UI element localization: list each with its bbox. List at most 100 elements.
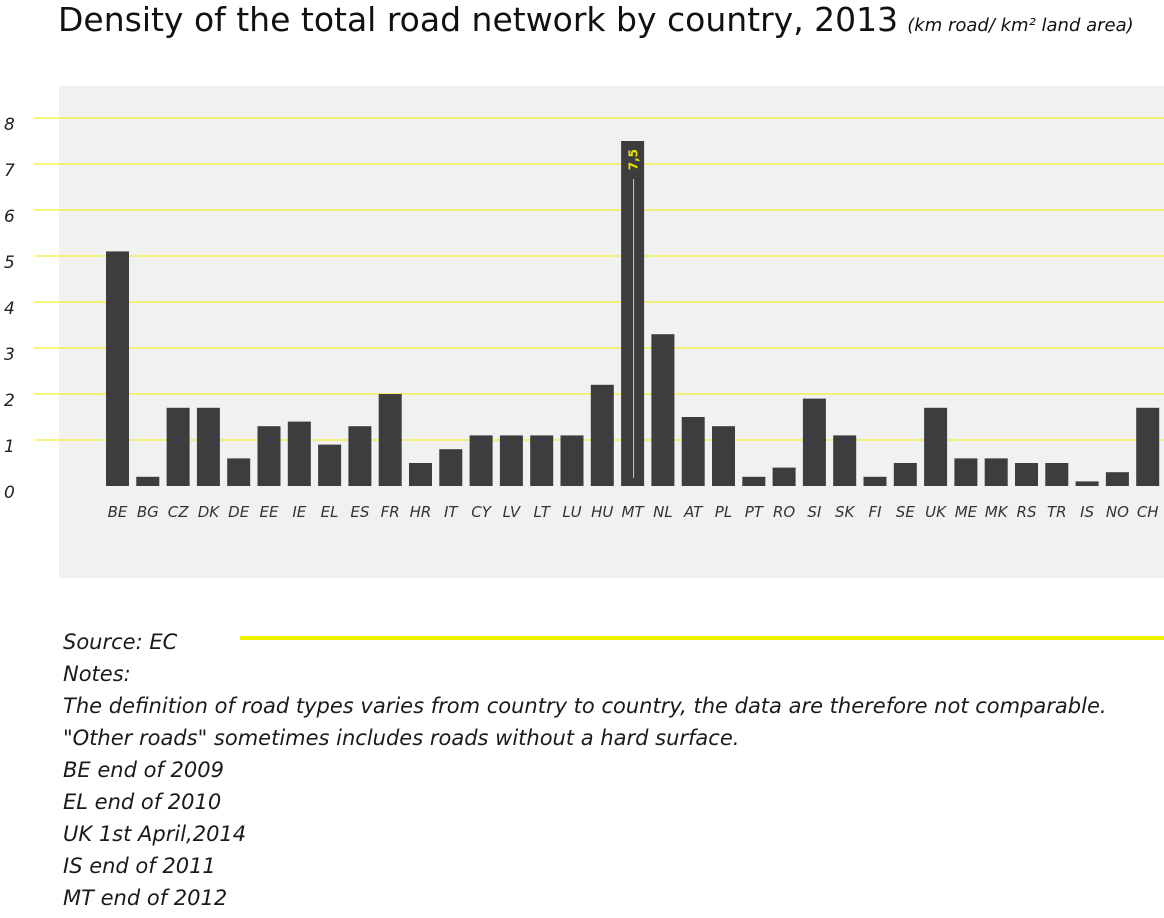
bar: [106, 251, 129, 486]
x-tick-label: SE: [896, 503, 916, 521]
x-tick-label: CH: [1137, 503, 1159, 521]
bar: [984, 458, 1008, 486]
y-tick-label: 8: [4, 115, 15, 135]
bar: [954, 458, 978, 486]
notes-heading: Notes:: [63, 662, 131, 686]
bar: [166, 407, 190, 486]
notes-block: Source: EC Notes: The definition of road…: [63, 626, 1107, 914]
bar: [893, 463, 917, 486]
y-tick-label: 0: [4, 483, 15, 503]
bar: [136, 476, 160, 486]
x-tick-label: LT: [533, 503, 551, 521]
source-text: Source: EC: [63, 630, 178, 654]
bars: [106, 141, 1160, 486]
x-tick-label: NL: [653, 503, 673, 521]
bar: [318, 444, 342, 486]
bar: [1075, 481, 1099, 486]
x-tick-label: ES: [350, 503, 369, 521]
x-tick-label: UK: [925, 503, 947, 521]
x-tick-label: CY: [471, 503, 492, 521]
note-line: BE end of 2009: [63, 758, 224, 782]
bar: [1015, 463, 1038, 486]
bar: [621, 141, 645, 486]
x-tick-label: EE: [260, 503, 279, 521]
x-tick-label: ME: [955, 503, 978, 521]
x-tick-label: IE: [292, 503, 306, 521]
bar: [833, 435, 857, 486]
note-line: "Other roads" sometimes includes roads w…: [63, 726, 740, 750]
bar: [712, 426, 735, 486]
note-line: The definition of road types varies from…: [63, 694, 1107, 718]
chart-unit: (km road/ km² land area): [907, 15, 1134, 36]
bar: [1105, 472, 1129, 486]
note-line: EL end of 2010: [63, 790, 222, 814]
grid-lines: [34, 117, 1164, 441]
bar: [196, 407, 220, 486]
bar: [499, 435, 523, 486]
y-tick-label: 3: [4, 345, 15, 365]
bar: [257, 426, 281, 486]
bar: [227, 458, 251, 486]
note-line: IS end of 2011: [63, 854, 216, 878]
x-tick-label: SI: [807, 503, 822, 521]
x-tick-label: LU: [562, 503, 581, 521]
x-tick-label: BE: [108, 503, 128, 521]
bar: [469, 435, 493, 486]
x-tick-label: DE: [228, 503, 250, 521]
bar: [802, 398, 826, 486]
x-tick-label: AT: [683, 503, 704, 521]
bar: [742, 476, 766, 486]
bar: [863, 476, 887, 486]
chart-title-block: Density of the total road network by cou…: [58, 0, 1134, 39]
y-tick-label: 5: [4, 253, 15, 273]
y-tick-label: 4: [4, 299, 15, 319]
bar: [590, 384, 614, 486]
bar: [1045, 463, 1069, 486]
x-tick-label: DK: [198, 503, 221, 521]
note-line: MT end of 2012: [63, 886, 228, 910]
x-tick-label: HU: [591, 503, 613, 521]
chart-title: Density of the total road network by cou…: [58, 0, 899, 39]
bar: [348, 426, 372, 486]
x-tick-label: NO: [1106, 503, 1129, 521]
x-tick-label: TR: [1047, 503, 1067, 521]
bar: [924, 407, 948, 486]
x-tick-label: PT: [745, 503, 765, 521]
x-tick-label: BG: [137, 503, 159, 521]
x-tick-label: RO: [773, 503, 795, 521]
bar: [681, 417, 705, 486]
data-label: 7,5: [627, 149, 641, 170]
x-axis: BE BG CZ DK DE EE IE EL ES FR HR IT CY LV LT LU HU MT NL AT…: [108, 503, 1159, 521]
bar: [651, 334, 675, 486]
x-tick-label: SK: [835, 503, 856, 521]
x-tick-label: PL: [715, 503, 732, 521]
x-tick-label: MT: [622, 503, 646, 521]
x-tick-label: IT: [444, 503, 459, 521]
y-tick-label: 2: [4, 391, 15, 411]
bar: [287, 421, 311, 486]
y-tick-label: 1: [4, 437, 15, 457]
bar: [1136, 407, 1160, 486]
bar: [560, 435, 584, 486]
bar: [772, 467, 796, 486]
bar: [439, 449, 463, 486]
x-tick-label: LV: [503, 503, 522, 521]
plot-background: [59, 86, 1164, 578]
y-tick-label: 7: [4, 161, 15, 181]
bar: [409, 463, 432, 486]
bar: [378, 394, 402, 486]
x-tick-label: FI: [868, 503, 882, 521]
x-tick-label: RS: [1017, 503, 1037, 521]
x-tick-label: CZ: [168, 503, 189, 521]
y-tick-label: 6: [4, 207, 15, 227]
x-tick-label: EL: [321, 503, 339, 521]
source-divider: [240, 636, 1164, 640]
annotations: 7,5: [627, 149, 641, 478]
note-line: UK 1st April,2014: [63, 822, 247, 846]
x-tick-label: MK: [985, 503, 1009, 521]
x-tick-label: IS: [1080, 503, 1094, 521]
x-tick-label: FR: [381, 503, 400, 521]
bar: [530, 435, 554, 486]
x-tick-label: HR: [410, 503, 432, 521]
